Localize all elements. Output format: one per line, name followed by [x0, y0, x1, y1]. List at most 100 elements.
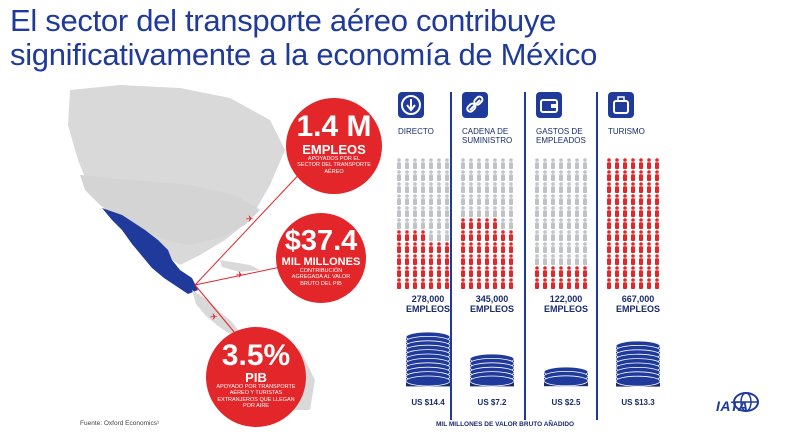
- people-row: [534, 158, 594, 169]
- people-row: [606, 170, 666, 181]
- central-america: [192, 290, 238, 334]
- column-divider: [596, 92, 598, 420]
- people-row: [606, 230, 666, 241]
- gva-amount: US $13.3: [621, 398, 655, 407]
- gva-unit-note: MIL MILLONES DE VALOR BRUTO AÑADIDO: [436, 421, 575, 428]
- people-row: [460, 278, 520, 289]
- people-grid: [606, 158, 666, 290]
- people-row: [460, 182, 520, 193]
- people-row: [460, 266, 520, 277]
- column-label: DIRECTO: [398, 127, 434, 136]
- people-row: [606, 158, 666, 169]
- people-row: [460, 230, 520, 241]
- gva-amount: US $14.4: [411, 398, 445, 407]
- people-grid: [396, 158, 456, 290]
- plane-icon-3: ✈: [210, 313, 218, 323]
- people-row: [534, 206, 594, 217]
- gdp-label: PIB: [245, 370, 267, 385]
- people-row: [460, 170, 520, 181]
- people-row: [606, 254, 666, 265]
- people-row: [606, 278, 666, 289]
- people-row: [606, 242, 666, 253]
- jobs-circle: 1.4 M EMPLEOS APOYADOS POR EL SECTOR DEL…: [286, 98, 382, 194]
- page-title: El sector del transporte aéreo contribuy…: [10, 4, 790, 72]
- people-row: [396, 218, 456, 229]
- people-row: [396, 158, 456, 169]
- gva-circle: $37.4 MIL MILLONES CONTRIBUCIÓN AGREGADA…: [276, 213, 366, 303]
- gdp-value: 3.5%: [221, 339, 291, 372]
- people-grid: [534, 158, 594, 290]
- people-row: [606, 266, 666, 277]
- people-grid: [460, 158, 520, 290]
- usa-landmass: [80, 175, 260, 245]
- column-supply-chain: CADENA DE SUMINISTRO 345,000 EMPLEOS US $…: [456, 92, 524, 412]
- gva-amount: US $2.5: [551, 398, 581, 407]
- column-employee-spending: GASTOS DE EMPLEADOS 122,000 EMPLEOS US $2…: [530, 92, 598, 412]
- people-row: [460, 218, 520, 229]
- people-row: [396, 206, 456, 217]
- north-america-map: ✈ ✈ ✈: [68, 85, 323, 410]
- people-row: [534, 254, 594, 265]
- cuba: [220, 260, 260, 272]
- people-row: [396, 242, 456, 253]
- coin-stack-graphic: [543, 366, 589, 387]
- jobs-value: 1.4 M: [296, 110, 372, 143]
- title-line-2: significativamente a la economía de Méxi…: [10, 37, 598, 72]
- people-row: [460, 158, 520, 169]
- jobs-count: 345,000 EMPLEOS: [469, 294, 514, 314]
- jobs-count: 122,000 EMPLEOS: [543, 294, 588, 314]
- suitcase-icon: [608, 92, 634, 118]
- people-row: [460, 206, 520, 217]
- link-icon: [462, 92, 488, 118]
- coin-stack: [456, 353, 528, 392]
- title-line-1: El sector del transporte aéreo contribuy…: [10, 3, 557, 38]
- coin-stack: [602, 340, 674, 392]
- wallet-icon: [536, 92, 562, 118]
- column-divider: [524, 92, 526, 420]
- people-row: [396, 194, 456, 205]
- coin-stack-graphic: [405, 331, 451, 387]
- people-row: [534, 230, 594, 241]
- jobs-count: 667,000 EMPLEOS: [615, 294, 660, 314]
- column-tourism: TURISMO 667,000 EMPLEOS US $13.3: [602, 92, 670, 412]
- gdp-circle: 3.5% PIB APOYADO POR TRANSPORTE AÉREO Y …: [206, 327, 306, 427]
- connector-line-2: [194, 264, 291, 286]
- jobs-label: EMPLEOS: [302, 142, 366, 157]
- source-note: Fuente: Oxford Economics¹: [80, 420, 160, 427]
- people-row: [534, 194, 594, 205]
- people-row: [606, 182, 666, 193]
- iata-logo-text: IATA: [716, 398, 749, 414]
- jobs-count: 278,000 EMPLEOS: [405, 294, 450, 314]
- iata-globe-icon: [733, 392, 759, 412]
- gdp-caption: APOYADO POR TRANSPORTE AÉREO Y TURISTAS …: [216, 384, 296, 409]
- people-row: [460, 242, 520, 253]
- people-row: [460, 194, 520, 205]
- people-row: [606, 218, 666, 229]
- coin-stack-graphic: [615, 340, 661, 387]
- arrow-down-icon: [398, 92, 424, 118]
- people-row: [534, 170, 594, 181]
- gva-label: MIL MILLONES: [281, 256, 361, 268]
- gva-caption: CONTRIBUCIÓN AGREGADA AL VALOR BRUTO DEL…: [291, 268, 351, 287]
- column-direct: DIRECTO 278,000 EMPLEOS US $14.4: [392, 92, 460, 412]
- people-row: [534, 182, 594, 193]
- mexico-highlight: [102, 208, 198, 294]
- column-label: TURISMO: [608, 127, 645, 136]
- gva-value: $37.4: [284, 225, 358, 257]
- people-row: [396, 230, 456, 241]
- people-row: [396, 182, 456, 193]
- column-label: GASTOS DE EMPLEADOS: [536, 127, 586, 145]
- people-row: [396, 278, 456, 289]
- people-row: [460, 254, 520, 265]
- coin-stack-graphic: [469, 353, 515, 387]
- people-row: [534, 278, 594, 289]
- people-row: [396, 170, 456, 181]
- people-row: [534, 242, 594, 253]
- plane-icon-1: ✈: [246, 215, 254, 225]
- people-row: [534, 266, 594, 277]
- people-row: [396, 254, 456, 265]
- jobs-caption: APOYADOS POR EL SECTOR DEL TRANSPORTE AÉ…: [297, 156, 371, 175]
- coin-stack: [392, 331, 464, 392]
- coin-stack: [530, 366, 602, 392]
- people-row: [534, 218, 594, 229]
